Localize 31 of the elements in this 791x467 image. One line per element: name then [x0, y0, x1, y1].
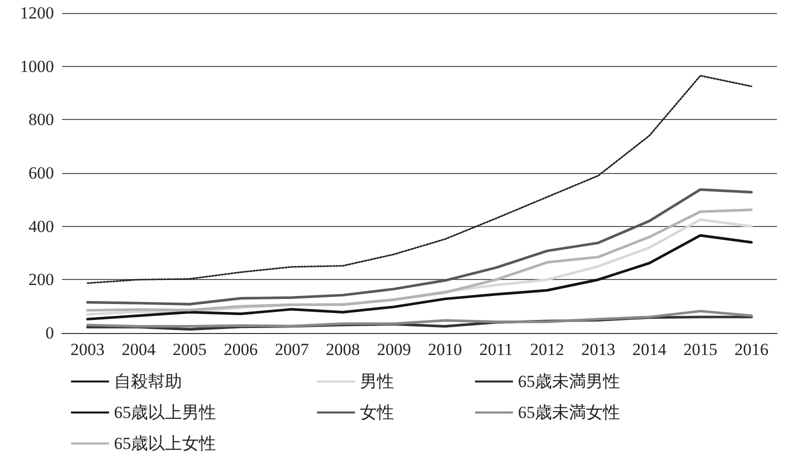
y-tick-label: 1200: [20, 4, 54, 22]
x-tick-label: 2006: [224, 340, 258, 359]
legend-label: 男性: [360, 372, 394, 391]
x-tick-label: 2014: [632, 340, 667, 359]
x-tick-label: 2011: [479, 340, 513, 359]
y-tick-label: 0: [46, 324, 54, 342]
legend-label: 65歳未満男性: [518, 372, 620, 391]
x-tick-label: 2012: [530, 340, 564, 359]
legend-label: 女性: [360, 403, 394, 422]
x-tick-label: 2015: [683, 340, 718, 359]
x-tick-label: 2008: [326, 340, 360, 359]
y-tick-label: 600: [28, 164, 54, 182]
legend-label: 65歳以上女性: [114, 434, 216, 453]
legend-label: 65歳以上男性: [114, 403, 216, 422]
x-tick-label: 2003: [70, 340, 105, 359]
x-tick-label: 2010: [428, 340, 462, 359]
y-tick-label: 1000: [20, 56, 54, 76]
x-tick-label: 2007: [274, 340, 310, 359]
x-tick-label: 2016: [734, 340, 768, 359]
x-tick-label: 2005: [172, 340, 207, 359]
y-tick-label: 400: [28, 216, 54, 236]
legend-label: 自殺幇助: [114, 372, 182, 391]
line-series: [86, 74, 752, 284]
y-tick-label: 800: [28, 110, 54, 130]
x-tick-label: 2013: [581, 340, 616, 359]
y-tick-label: 200: [28, 270, 54, 290]
x-tick-label: 2004: [122, 340, 156, 359]
legend-label: 65歳未満女性: [518, 403, 620, 422]
line-series: [86, 234, 753, 320]
line-series: [86, 310, 753, 328]
x-tick-label: 2009: [376, 340, 411, 359]
